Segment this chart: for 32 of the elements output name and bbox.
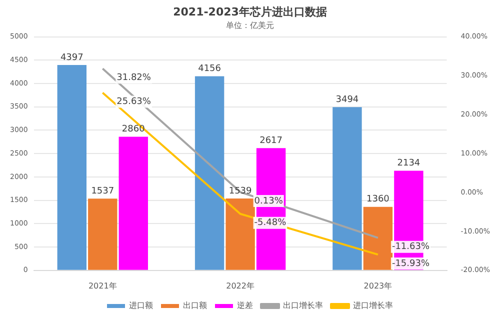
chart-subtitle: 单位：亿美元 — [226, 21, 274, 30]
data-label: 31.82% — [116, 72, 152, 83]
data-label: 1360 — [366, 194, 390, 205]
bar — [57, 64, 87, 270]
data-label: 2617 — [260, 136, 282, 146]
data-label: 4156 — [198, 64, 222, 74]
legend-label: 出口增长率 — [283, 301, 323, 310]
bar — [332, 107, 362, 270]
data-label: 1539 — [228, 186, 252, 196]
x-tick-label: 2021年 — [88, 281, 117, 290]
bar — [363, 206, 393, 270]
legend-label: 进口额 — [129, 301, 153, 310]
data-label: -5.48% — [254, 218, 287, 228]
bar — [118, 136, 148, 270]
x-tick-label: 2022年 — [226, 281, 254, 290]
data-label: 25.63% — [116, 97, 152, 108]
data-label: 2860 — [122, 124, 146, 135]
data-label: 1537 — [91, 186, 114, 196]
data-label: -15.93% — [392, 258, 430, 269]
chart-title: 2021-2023年芯片进出口数据 — [173, 5, 327, 18]
data-label: -11.63% — [392, 242, 430, 252]
legend-label: 进口增长率 — [353, 301, 393, 310]
bar — [226, 198, 255, 270]
legend-label: 出口额 — [183, 301, 207, 310]
legend-label: 逆差 — [237, 301, 253, 310]
x-tick-label: 2023年 — [364, 281, 392, 290]
data-label: 0.13% — [254, 196, 284, 206]
data-label: 2134 — [397, 158, 420, 169]
data-label: 3494 — [336, 95, 359, 106]
data-label: 4397 — [60, 52, 84, 63]
bar — [194, 76, 224, 270]
bar — [88, 198, 118, 270]
